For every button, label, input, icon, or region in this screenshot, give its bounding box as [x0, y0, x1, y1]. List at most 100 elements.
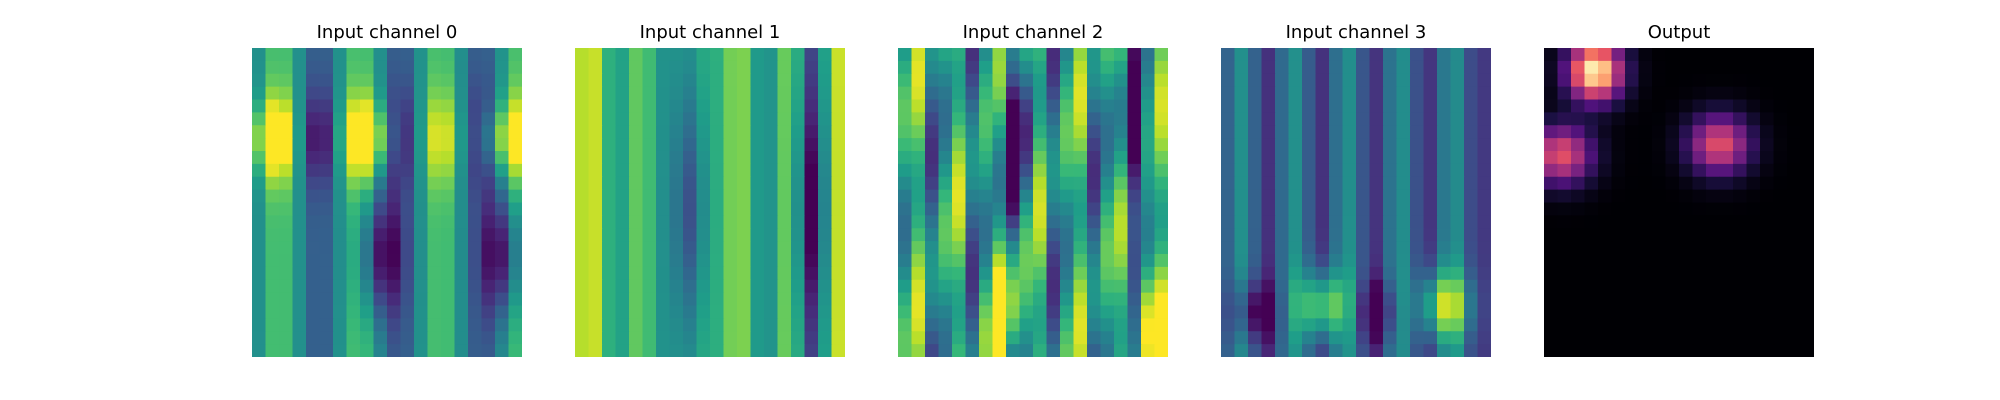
- heatmap-cell: [1315, 151, 1330, 165]
- heatmap-cell: [1800, 279, 1814, 294]
- heatmap-cell: [265, 176, 280, 191]
- heatmap-cell: [1719, 138, 1734, 152]
- heatmap-cell: [1706, 176, 1721, 191]
- heatmap-cell: [346, 125, 361, 139]
- heatmap-cell: [1288, 344, 1303, 357]
- heatmap-cell: [656, 48, 671, 62]
- heatmap-cell: [1450, 189, 1465, 204]
- heatmap-cell: [1679, 266, 1694, 281]
- heatmap-cell: [1464, 151, 1479, 165]
- heatmap-cell: [1019, 344, 1034, 357]
- heatmap-cell: [831, 331, 845, 345]
- heatmap-cell: [1638, 189, 1653, 204]
- heatmap-cell: [1652, 189, 1667, 204]
- heatmap-cell: [1773, 138, 1788, 152]
- heatmap-cell: [952, 318, 967, 332]
- heatmap-cell: [629, 73, 644, 88]
- heatmap-cell: [925, 151, 940, 165]
- heatmap-cell: [387, 176, 402, 191]
- heatmap-cell: [346, 138, 361, 152]
- heatmap-cell: [1396, 202, 1411, 216]
- heatmap-cell: [831, 254, 845, 268]
- heatmap-cell: [938, 254, 953, 268]
- heatmap-cell: [992, 266, 1007, 281]
- heatmap-cell: [1584, 202, 1599, 216]
- heatmap-cell: [575, 73, 590, 88]
- heatmap-cell: [495, 254, 510, 268]
- heatmap-cell: [898, 292, 913, 307]
- heatmap-cell: [1706, 215, 1721, 229]
- heatmap-cell: [454, 292, 469, 307]
- heatmap-cell: [252, 73, 267, 88]
- heatmap-cell: [1342, 138, 1357, 152]
- heatmap-cell: [588, 292, 603, 307]
- heatmap-cell: [1046, 138, 1061, 152]
- heatmap-cell: [818, 112, 833, 126]
- heatmap-cell: [1033, 266, 1048, 281]
- heatmap-cell: [925, 189, 940, 204]
- heatmap-cell: [1679, 163, 1694, 178]
- heatmap-cell: [965, 215, 980, 229]
- heatmap-cell: [1127, 60, 1142, 75]
- heatmap-cell: [1221, 73, 1236, 88]
- heatmap-cell: [1410, 99, 1425, 113]
- heatmap-cell: [1315, 266, 1330, 281]
- heatmap-cell: [737, 189, 752, 204]
- heatmap-cell: [602, 318, 617, 332]
- heatmap-cell: [346, 254, 361, 268]
- heatmap-cell: [710, 112, 725, 126]
- heatmap-cell: [1383, 344, 1398, 357]
- heatmap-cell: [925, 318, 940, 332]
- heatmap-cell: [898, 48, 913, 62]
- heatmap-cell: [1100, 125, 1115, 139]
- heatmap-cell: [1396, 151, 1411, 165]
- heatmap-cell: [373, 176, 388, 191]
- heatmap-cell: [588, 215, 603, 229]
- heatmap-cell: [669, 202, 684, 216]
- heatmap-cell: [1760, 228, 1775, 242]
- heatmap-cell: [1288, 318, 1303, 332]
- heatmap-cell: [252, 279, 267, 294]
- heatmap-cell: [710, 73, 725, 88]
- heatmap-cell: [1450, 279, 1465, 294]
- heatmap-cell: [1733, 215, 1748, 229]
- heatmap-cell: [414, 60, 429, 75]
- heatmap-cell: [1127, 48, 1142, 62]
- heatmap-cell: [1275, 202, 1290, 216]
- heatmap-cell: [1679, 228, 1694, 242]
- heatmap-cell: [373, 318, 388, 332]
- heatmap-cell: [265, 151, 280, 165]
- heatmap-cell: [346, 344, 361, 357]
- heatmap-cell: [1760, 60, 1775, 75]
- heatmap-cell: [737, 112, 752, 126]
- heatmap-cell: [414, 254, 429, 268]
- heatmap-cell: [1248, 60, 1263, 75]
- heatmap-cell: [1342, 60, 1357, 75]
- heatmap-cell: [723, 215, 738, 229]
- heatmap-cell: [1234, 48, 1249, 62]
- heatmap-cell: [656, 292, 671, 307]
- heatmap-cell: [454, 112, 469, 126]
- heatmap-cell: [1450, 318, 1465, 332]
- heatmap-cell: [1342, 254, 1357, 268]
- heatmap-cell: [1800, 305, 1814, 319]
- heatmap-cell: [481, 266, 496, 281]
- heatmap-cell: [333, 215, 348, 229]
- heatmap-cell: [252, 60, 267, 75]
- heatmap-cell: [831, 176, 845, 191]
- heatmap-cell: [1369, 292, 1384, 307]
- heatmap-cell: [1046, 176, 1061, 191]
- heatmap-cell: [1006, 163, 1021, 178]
- heatmap-cell: [831, 318, 845, 332]
- heatmap-cell: [1423, 344, 1438, 357]
- heatmap-cell: [427, 73, 442, 88]
- heatmap-cell: [764, 228, 779, 242]
- heatmap-cell: [1033, 176, 1048, 191]
- heatmap-cell: [1787, 266, 1802, 281]
- heatmap-input-channel-0: [252, 48, 522, 357]
- heatmap-cell: [952, 73, 967, 88]
- heatmap-cell: [427, 228, 442, 242]
- heatmap-cell: [1410, 60, 1425, 75]
- heatmap-cell: [1006, 228, 1021, 242]
- heatmap-cell: [992, 48, 1007, 62]
